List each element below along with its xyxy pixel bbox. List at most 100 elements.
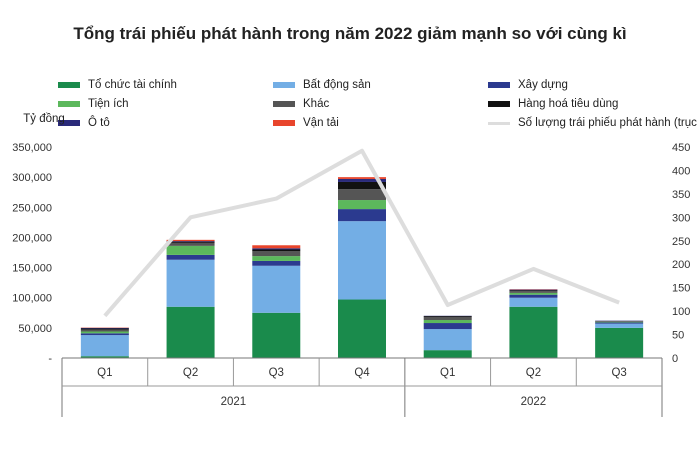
x-tick-label: Q1 — [97, 367, 112, 379]
bar-segment — [166, 239, 215, 242]
bar-segment — [338, 299, 386, 358]
y-tick-label: 300,000 — [12, 172, 52, 184]
bar-segment — [166, 306, 215, 358]
y2-tick-label: 50 — [672, 330, 684, 342]
y-tick-label: 50,000 — [18, 323, 52, 335]
y2-tick-label: 100 — [672, 306, 690, 318]
bar-segment — [166, 254, 215, 260]
bar-segment — [338, 221, 386, 300]
chart-title: Tổng trái phiếu phát hành trong năm 2022… — [73, 24, 627, 43]
x-tick-label: Q2 — [526, 367, 541, 379]
y-tick-label: 200,000 — [12, 232, 52, 244]
y-tick-label: 100,000 — [12, 293, 52, 305]
legend-swatch — [488, 101, 510, 107]
legend-label: Tiện ích — [88, 98, 129, 110]
bar-segment — [252, 245, 301, 249]
bar-segment — [80, 331, 129, 334]
legend-label: Tổ chức tài chính — [88, 79, 177, 91]
y-axis-title: Tỷ đồng — [23, 113, 65, 125]
bar-segment — [509, 306, 558, 358]
bar-segment — [423, 316, 472, 318]
bar-segment — [423, 320, 472, 324]
legend-swatch — [58, 101, 80, 107]
y2-tick-label: 300 — [672, 212, 690, 224]
bar-segment — [423, 329, 472, 351]
bar-segment — [595, 321, 644, 322]
legend-item: Tiện ích — [58, 98, 128, 110]
legend-swatch — [58, 120, 80, 126]
legend-item: Vận tải — [273, 117, 339, 129]
x-tick-label: Q1 — [440, 367, 455, 379]
bar-segment — [338, 181, 386, 190]
bar-segment — [80, 333, 129, 336]
legend-swatch — [273, 82, 295, 88]
bar-segment — [252, 312, 301, 358]
x-tick-label: Q2 — [183, 367, 198, 379]
legend-swatch — [58, 82, 80, 88]
legend-item: Ô tô — [58, 117, 110, 129]
legend-label: Xây dựng — [518, 79, 568, 91]
y2-tick-label: 450 — [672, 142, 690, 154]
bar-segment — [509, 297, 558, 307]
legend-item: Khác — [273, 98, 329, 110]
bar-segment — [338, 177, 386, 179]
bar-segment — [423, 323, 472, 330]
x-group-label: 2021 — [221, 396, 247, 408]
bar-segment — [595, 321, 644, 323]
bar-segment — [252, 265, 301, 313]
y2-tick-label: 400 — [672, 165, 690, 177]
legend-label: Hàng hoá tiêu dùng — [518, 98, 619, 110]
bar-segment — [166, 241, 215, 242]
x-tick-label: Q3 — [611, 367, 626, 379]
legend-label: Khác — [303, 98, 330, 110]
legend-item: Bất động sản — [273, 79, 371, 91]
y2-tick-label: 150 — [672, 283, 690, 295]
legend: Tổ chức tài chính Bất động sản Xây dựng Tiệ… — [58, 77, 700, 137]
bar-segment — [338, 189, 386, 201]
x-tick-label: Q3 — [269, 367, 284, 379]
bar-segment — [166, 245, 215, 255]
line-series — [103, 148, 620, 318]
legend-swatch — [488, 121, 510, 125]
y-tick-label: - — [48, 353, 52, 365]
bar-segment — [252, 260, 301, 266]
x-tick-label: Q4 — [354, 367, 370, 379]
bar-segment — [80, 356, 129, 358]
bar-segment — [595, 323, 644, 328]
legend-item: Tổ chức tài chính — [58, 79, 177, 91]
legend-swatch — [273, 101, 295, 107]
bar-segment — [423, 317, 472, 321]
y2-tick-label: 250 — [672, 236, 690, 248]
y2-tick-label: 200 — [672, 259, 690, 271]
legend-swatch — [488, 82, 510, 88]
bar-segment — [338, 178, 386, 182]
y2-tick-label: 0 — [672, 353, 678, 365]
y-tick-label: 250,000 — [12, 202, 52, 214]
legend-item: Xây dựng — [488, 79, 568, 91]
legend-label: Vận tải — [303, 117, 339, 129]
bar-segment — [166, 242, 215, 246]
bar-segment — [509, 291, 558, 293]
bar-segment — [166, 241, 215, 243]
legend-label: Ô tô — [88, 117, 110, 129]
bar-segment — [252, 256, 301, 261]
y2-tick-label: 350 — [672, 189, 690, 201]
bar-segment — [252, 249, 301, 252]
bar-segment — [80, 327, 129, 329]
bar-segment — [509, 289, 558, 291]
legend-label: Bất động sản — [303, 79, 371, 91]
bar-segment — [80, 335, 129, 357]
bar-segment — [595, 327, 644, 358]
bar-segment — [509, 290, 558, 292]
bar-segment — [509, 294, 558, 298]
bar-segment — [509, 292, 558, 295]
bar-segment — [338, 209, 386, 222]
bar-segment — [80, 329, 129, 332]
legend-item: Hàng hoá tiêu dùng — [488, 98, 618, 110]
bar-segment — [595, 322, 644, 324]
bar-segment — [423, 350, 472, 358]
legend-swatch — [273, 120, 295, 126]
bar-segment — [252, 251, 301, 257]
x-group-label: 2022 — [521, 396, 547, 408]
